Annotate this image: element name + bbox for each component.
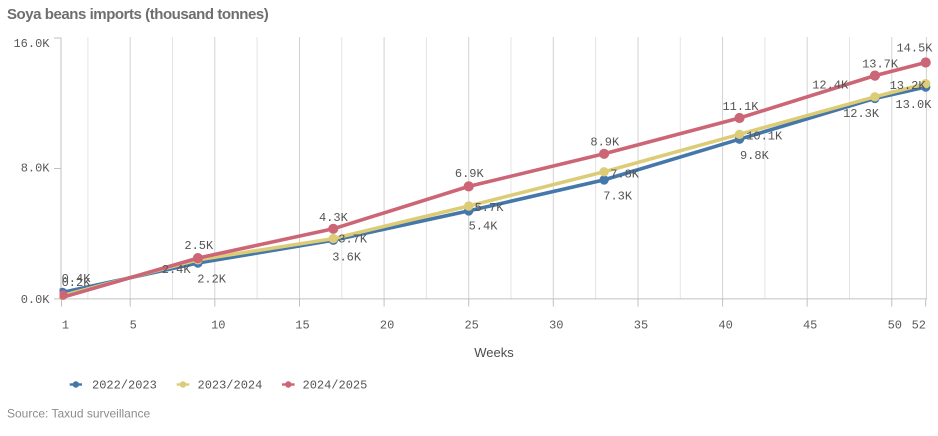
svg-text:13.0K: 13.0K xyxy=(895,98,932,112)
svg-text:0.4K: 0.4K xyxy=(62,272,92,286)
svg-text:35: 35 xyxy=(634,319,648,333)
svg-text:8.9K: 8.9K xyxy=(590,135,620,149)
svg-text:14.5K: 14.5K xyxy=(896,42,933,56)
svg-text:10: 10 xyxy=(211,319,225,333)
svg-text:52: 52 xyxy=(912,319,926,333)
svg-text:0.2K: 0.2K xyxy=(62,276,92,290)
svg-text:15: 15 xyxy=(295,319,309,333)
svg-text:7.8K: 7.8K xyxy=(610,168,640,182)
svg-text:Source: Taxud surveillance: Source: Taxud surveillance xyxy=(7,407,151,421)
svg-text:2022/2023: 2022/2023 xyxy=(92,378,157,392)
svg-text:3.7K: 3.7K xyxy=(338,233,368,247)
svg-text:20: 20 xyxy=(380,319,394,333)
svg-text:12.3K: 12.3K xyxy=(843,107,880,121)
svg-text:45: 45 xyxy=(803,319,817,333)
svg-text:2.2K: 2.2K xyxy=(197,272,227,286)
svg-text:0.0K: 0.0K xyxy=(21,293,51,307)
svg-text:7.3K: 7.3K xyxy=(603,190,633,204)
svg-text:5.7K: 5.7K xyxy=(475,201,505,215)
svg-text:3.6K: 3.6K xyxy=(332,250,362,264)
svg-text:50: 50 xyxy=(888,319,902,333)
svg-text:1: 1 xyxy=(62,319,69,333)
svg-text:30: 30 xyxy=(549,319,563,333)
svg-text:Weeks: Weeks xyxy=(474,345,514,360)
svg-text:16.0K: 16.0K xyxy=(13,37,50,51)
svg-text:8.0K: 8.0K xyxy=(21,162,51,176)
svg-text:13.2K: 13.2K xyxy=(890,79,927,93)
svg-text:4.3K: 4.3K xyxy=(319,211,349,225)
svg-text:10.1K: 10.1K xyxy=(746,129,783,143)
svg-text:Soya beans imports (thousand t: Soya beans imports (thousand tonnes) xyxy=(7,6,269,23)
svg-text:2.4K: 2.4K xyxy=(162,263,192,277)
svg-text:25: 25 xyxy=(464,319,478,333)
svg-text:9.8K: 9.8K xyxy=(740,149,770,163)
svg-text:2024/2025: 2024/2025 xyxy=(303,378,368,392)
svg-text:5: 5 xyxy=(130,319,137,333)
svg-text:2023/2024: 2023/2024 xyxy=(198,378,263,392)
svg-text:13.7K: 13.7K xyxy=(862,58,899,72)
svg-text:12.4K: 12.4K xyxy=(812,78,849,92)
svg-text:40: 40 xyxy=(718,319,732,333)
svg-text:2.5K: 2.5K xyxy=(184,239,214,253)
svg-text:5.4K: 5.4K xyxy=(469,219,499,233)
svg-text:11.1K: 11.1K xyxy=(722,100,759,114)
svg-text:6.9K: 6.9K xyxy=(455,167,485,181)
